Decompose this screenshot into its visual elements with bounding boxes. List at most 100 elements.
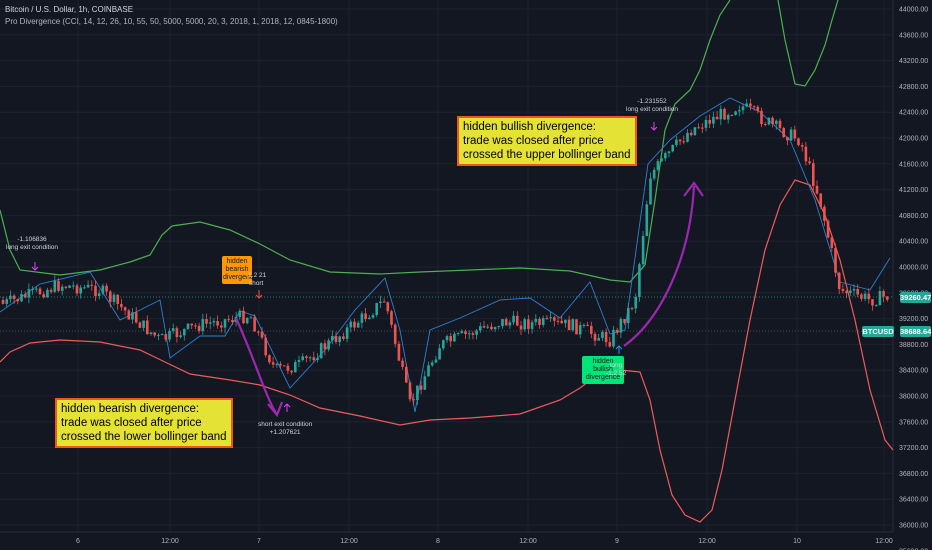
bearish-arrow [234,317,277,414]
candle-body [27,289,31,298]
candle-body [586,324,589,326]
candle-body [356,322,360,328]
candle-body [216,321,219,326]
note-line: crossed the upper bollinger band [463,149,631,161]
candle-body [153,332,156,336]
candle-body [68,285,71,288]
candle-body [763,124,767,126]
time-tick-label: 9 [615,538,619,545]
candle-body [752,106,756,108]
candle-body [734,111,737,115]
candle-body [371,315,375,318]
candle-body [242,310,245,324]
note-line: trade was closed after price [463,135,604,147]
candle-body [342,336,345,339]
candle-body [253,317,256,332]
short-exit-annotation: short exit condition +1.207621 [258,421,312,437]
candle-body [786,137,789,141]
candle-body [5,299,8,304]
candle-body [812,163,815,186]
candle-body [408,382,412,400]
candle-body [268,355,271,363]
price-tick-label: 36400.00 [899,497,928,504]
candle-body [797,138,800,146]
candle-body [227,319,230,321]
price-tick-label: 38000.00 [899,394,928,401]
candle-body [375,303,378,316]
candle-body [319,343,323,359]
candle-body [208,322,212,324]
time-tick-label: 12:00 [875,538,893,545]
candle-body [312,357,316,361]
candle-body [871,299,874,306]
candle-body [730,114,734,116]
note-line: hidden bullish divergence: [463,121,596,133]
candle-body [578,324,582,335]
candle-body [201,319,205,332]
candle-body [671,144,674,152]
exit-value: +1.207621 [269,429,301,436]
candle-body [401,360,404,367]
candle-body [708,119,711,124]
candle-body [560,320,563,324]
candle-body [863,293,867,299]
bullish-divergence-note: hidden bullish divergence: trade was clo… [457,116,637,166]
price-tick-label: 40000.00 [899,265,928,272]
candle-body [53,280,57,292]
candle-body [127,310,131,320]
price-tick-label: 43200.00 [899,58,928,65]
candle-body [815,185,819,194]
candle-body [64,286,68,288]
long-exit-annotation: -1.106836 long exit condition [6,236,58,252]
candle-body [260,331,264,338]
candle-body [456,333,460,335]
last-price-tag: 39260.47 [900,292,932,303]
candle-body [516,315,519,326]
candle-body [778,120,782,128]
short-entry-annotation: -1.2 21 short [246,272,266,288]
time-tick-label: 12:00 [161,538,179,545]
candle-body [223,319,227,328]
price-tick-label: 35600.00 [899,548,928,550]
candle-body [512,315,515,323]
candle-body [567,319,571,331]
candle-body [79,287,82,294]
candle-body [678,139,682,142]
candle-body [116,294,119,304]
candle-body [841,289,845,292]
candle-body [874,305,878,307]
price-tick-label: 37200.00 [899,445,928,452]
upper-bollinger-band [0,0,839,283]
candle-body [231,320,234,323]
candle-body [368,317,371,320]
entry-label: long [609,362,623,369]
candle-body [442,340,445,349]
symbol-tag: BTCUSD [862,326,894,337]
long-exit-annotation-2: -1.231552 long exit condition [626,98,678,114]
price-tick-label: 41200.00 [899,187,928,194]
candle-body [501,319,504,327]
candle-body [282,365,286,367]
candle-body [9,295,12,300]
candle-body [360,313,364,323]
price-tick-label: 42400.00 [899,110,928,117]
time-tick-label: 8 [436,538,440,545]
candle-body [405,366,408,383]
candle-body [760,110,763,125]
candle-body [538,318,541,325]
candle-body [212,321,216,323]
candle-body [808,161,811,164]
candle-body [789,129,793,141]
signal-arrow-icon [615,345,623,354]
candle-body [60,286,64,291]
candle-body [419,385,423,390]
candle-body [549,317,552,319]
price-tick-label: 41600.00 [899,161,928,168]
price-tick-label: 40400.00 [899,239,928,246]
candle-body [475,330,478,335]
candle-body [305,356,308,359]
candle-body [479,326,482,331]
candle-body [852,289,856,291]
